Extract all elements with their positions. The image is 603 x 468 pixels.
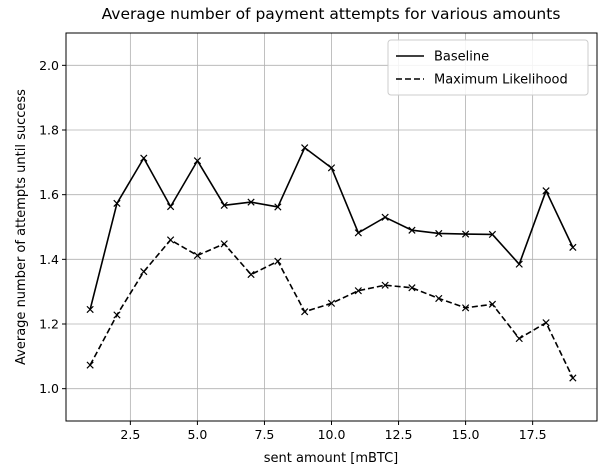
y-tick-label: 1.4 bbox=[39, 252, 59, 267]
y-tick-label: 2.0 bbox=[39, 58, 59, 73]
data-point-marker bbox=[435, 294, 443, 303]
data-point-marker bbox=[113, 311, 121, 319]
data-point-marker bbox=[408, 284, 416, 292]
data-point-marker bbox=[488, 300, 497, 308]
data-point-marker bbox=[515, 334, 523, 343]
data-point-marker bbox=[381, 213, 389, 221]
x-tick-label: 2.5 bbox=[120, 427, 140, 442]
chart-title: Average number of payment attempts for v… bbox=[102, 5, 561, 23]
data-point-marker bbox=[274, 203, 282, 211]
data-point-marker bbox=[569, 243, 577, 251]
series-baseline bbox=[86, 144, 577, 314]
x-tick-label: 10.0 bbox=[318, 427, 346, 442]
x-tick-label: 7.5 bbox=[255, 427, 275, 442]
data-point-marker bbox=[220, 201, 228, 209]
data-point-marker bbox=[166, 236, 175, 244]
x-axis-title: sent amount [mBTC] bbox=[264, 451, 399, 466]
data-point-marker bbox=[86, 361, 94, 369]
data-point-marker bbox=[166, 203, 175, 211]
data-point-marker bbox=[354, 229, 362, 237]
y-tick-label: 1.2 bbox=[39, 317, 59, 332]
data-point-marker bbox=[327, 299, 336, 307]
data-point-marker bbox=[354, 287, 362, 295]
data-point-marker bbox=[301, 144, 309, 152]
data-point-marker bbox=[461, 230, 470, 238]
data-point-marker bbox=[488, 230, 497, 239]
data-point-marker bbox=[327, 164, 336, 172]
data-point-marker bbox=[140, 267, 148, 276]
data-point-marker bbox=[542, 187, 550, 195]
data-point-marker bbox=[435, 229, 443, 238]
legend: Baseline Maximum Likelihood bbox=[387, 39, 589, 96]
data-point-marker bbox=[274, 257, 282, 265]
data-point-marker bbox=[193, 251, 202, 260]
data-point-marker bbox=[381, 281, 389, 289]
y-tick-label: 1.8 bbox=[39, 123, 59, 138]
y-tick-label: 1.6 bbox=[39, 187, 59, 202]
x-tick-label: 12.5 bbox=[385, 427, 413, 442]
data-point-marker bbox=[140, 154, 148, 162]
x-tick-label: 17.5 bbox=[519, 427, 547, 442]
data-point-marker bbox=[193, 157, 202, 165]
data-point-marker bbox=[86, 305, 94, 314]
data-point-marker bbox=[461, 304, 470, 312]
axis-ticks: 2.5 5.0 7.5 10.0 12.5 15.0 17.5 1.0 1.2 1.4 1.6 1.8… bbox=[39, 58, 546, 442]
legend-box bbox=[387, 39, 589, 96]
data-point-marker bbox=[247, 270, 255, 279]
data-point-marker bbox=[301, 308, 309, 316]
y-axis-title: Average number of attempts until success bbox=[14, 89, 29, 365]
data-point-marker bbox=[408, 226, 416, 234]
data-point-marker bbox=[113, 199, 121, 208]
data-point-marker bbox=[542, 319, 550, 327]
x-tick-label: 15.0 bbox=[452, 427, 480, 442]
legend-label: Baseline bbox=[434, 50, 489, 65]
legend-label: Maximum Likelihood bbox=[434, 73, 568, 88]
data-point-marker bbox=[569, 374, 577, 382]
y-tick-label: 1.0 bbox=[39, 381, 59, 396]
data-point-marker bbox=[220, 240, 228, 248]
series-maximum-likelihood bbox=[86, 236, 577, 382]
data-point-marker bbox=[247, 198, 255, 206]
x-tick-label: 5.0 bbox=[187, 427, 207, 442]
data-point-marker bbox=[515, 260, 523, 268]
